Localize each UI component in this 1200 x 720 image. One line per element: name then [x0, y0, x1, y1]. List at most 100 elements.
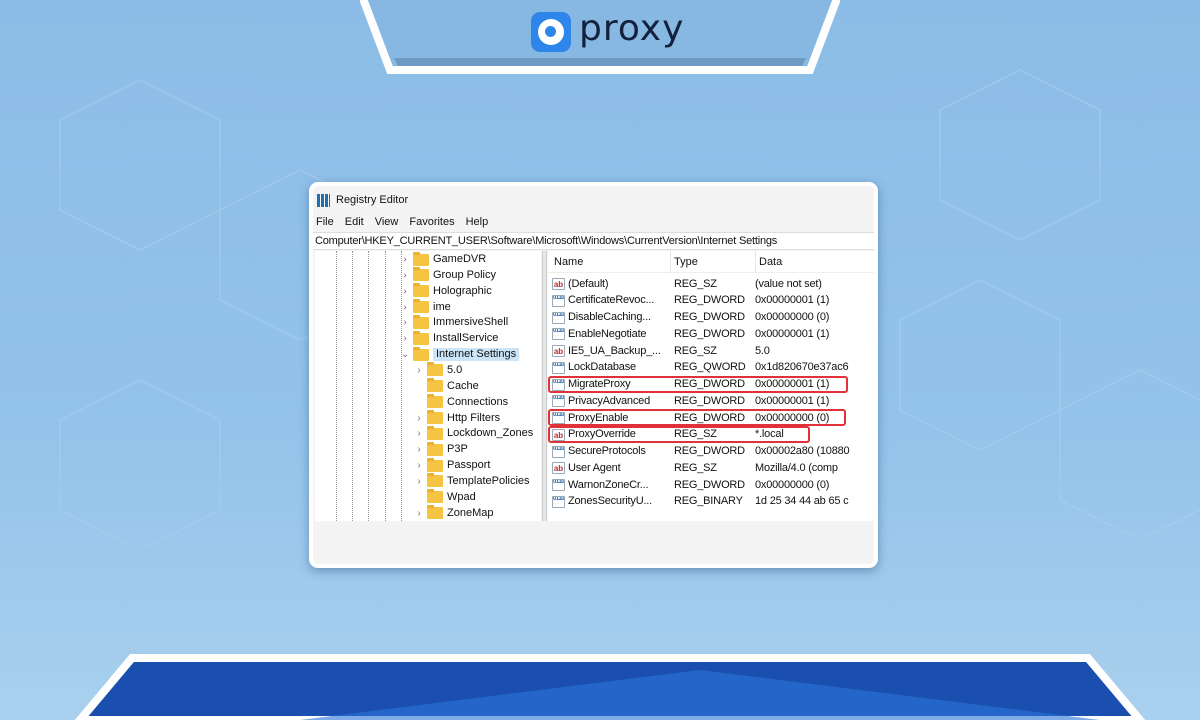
column-header-type[interactable]: Type [674, 256, 698, 268]
value-data: Mozilla/4.0 (comp [755, 461, 838, 474]
value-row[interactable]: 0110 1100MigrateProxy REG_DWORD 0x00000001… [548, 377, 874, 393]
value-name: (Default) [568, 277, 609, 290]
value-row[interactable]: 0110 1100LockDatabase REG_QWORD 0x1d820670… [548, 360, 874, 376]
value-row[interactable]: ab (Default) REG_SZ (value not set) [548, 276, 874, 292]
folder-icon [427, 457, 443, 472]
tree-item[interactable]: › ZoneMap [415, 505, 493, 521]
tree-item-label: Http Filters [447, 411, 501, 424]
tree-item[interactable]: › Group Policy [401, 267, 496, 283]
value-name: CertificateRevoc... [568, 294, 655, 307]
chevron-right-icon[interactable]: › [417, 364, 421, 376]
value-row[interactable]: ab User Agent REG_SZ Mozilla/4.0 (comp [548, 460, 874, 476]
address-bar[interactable]: Computer\HKEY_CURRENT_USER\Software\Micr… [313, 232, 874, 250]
menu-file[interactable]: File [316, 216, 334, 228]
menu-help[interactable]: Help [465, 216, 489, 228]
value-name: PrivacyAdvanced [568, 394, 650, 407]
title-bar: Registry Editor [317, 194, 408, 207]
tree-item[interactable]: ⌄ Internet Settings [401, 346, 520, 362]
binary-icon: 0110 1100 [552, 395, 565, 408]
value-type: REG_DWORD [674, 445, 745, 457]
tree-item[interactable]: Cache [415, 378, 479, 394]
tree-item[interactable]: › InstallService [401, 330, 498, 346]
folder-icon [427, 425, 443, 440]
folder-icon [413, 283, 429, 298]
binary-icon: 0110 1100 [552, 479, 565, 491]
bottom-banner-frame [74, 654, 1146, 720]
tree-item[interactable]: › GameDVR [401, 251, 487, 267]
menu-favorites[interactable]: Favorites [409, 216, 455, 228]
highlight-box [548, 375, 848, 393]
chevron-right-icon[interactable]: › [417, 412, 421, 424]
tree-item[interactable]: › P3P [415, 441, 468, 457]
registry-app-icon [317, 194, 330, 207]
binary-icon: 0110 1100 [552, 328, 565, 341]
value-row[interactable]: 0110 1100CertificateRevoc... REG_DWORD 0x0… [548, 293, 874, 309]
value-row[interactable]: 0110 1100WarnonZoneCr... REG_DWORD 0x00000… [548, 477, 874, 493]
tree-item-label: Holographic [433, 284, 492, 297]
tree-item-label: P3P [447, 443, 468, 456]
chevron-down-icon[interactable]: ⌄ [401, 349, 410, 361]
tree-item[interactable]: › ImmersiveShell [401, 314, 508, 330]
string-icon: ab [552, 278, 565, 290]
brand-name: proxy [579, 8, 685, 49]
tree-item-label: ime [433, 300, 451, 313]
folder-icon [413, 267, 429, 282]
value-row[interactable]: 0110 1100SecureProtocols REG_DWORD 0x00002… [548, 444, 874, 460]
tree-item-label: GameDVR [433, 253, 487, 265]
tree-item[interactable]: › Http Filters [415, 410, 501, 426]
tree-item[interactable]: › TemplatePolicies [415, 473, 530, 489]
chevron-right-icon[interactable]: › [417, 475, 421, 487]
column-header-name[interactable]: Name [554, 256, 584, 268]
value-name: ZonesSecurityU... [568, 495, 653, 508]
value-row[interactable]: ab IE5_UA_Backup_... REG_SZ 5.0 [548, 343, 874, 359]
value-data: 0x00000000 (0) [755, 411, 830, 424]
tree-item[interactable]: › Passport [415, 457, 490, 473]
chevron-right-icon[interactable]: › [417, 507, 421, 519]
chevron-right-icon[interactable]: › [417, 460, 421, 472]
value-type: REG_DWORD [674, 294, 745, 307]
tree-item-label: TemplatePolicies [447, 474, 530, 487]
value-data: 0x1d820670e37ac6 [755, 361, 849, 374]
value-name: ProxyEnable [568, 411, 629, 424]
value-name: DisableCaching... [568, 311, 651, 323]
key-tree-pane[interactable]: › GameDVR › Group Policy › Holographic › ime › Im… [315, 251, 541, 521]
value-row[interactable]: 0110 1100PrivacyAdvanced REG_DWORD 0x00000… [548, 393, 874, 409]
tree-item[interactable]: Wpad [415, 489, 476, 505]
value-type: REG_SZ [674, 277, 717, 290]
folder-icon [413, 251, 429, 266]
value-name: ProxyOverride [568, 428, 636, 441]
tree-item-label: Connections [447, 395, 509, 408]
value-row[interactable]: ab ProxyOverride REG_SZ *.local [548, 427, 874, 443]
value-row[interactable]: 0110 1100ZonesSecurityU... REG_BINARY 1d 2… [548, 494, 874, 510]
chevron-right-icon[interactable]: › [403, 254, 407, 265]
binary-icon: 0110 1100 [552, 294, 565, 307]
folder-icon [413, 330, 429, 345]
chevron-right-icon[interactable]: › [403, 269, 407, 281]
tree-item[interactable]: › ime [401, 299, 451, 315]
value-row[interactable]: 0110 1100EnableNegotiate REG_DWORD 0x00000… [548, 326, 874, 342]
tree-item[interactable]: › Lockdown_Zones [415, 425, 533, 441]
binary-icon: 0110 1100 [552, 445, 565, 458]
chevron-right-icon[interactable]: › [403, 285, 407, 297]
tree-item[interactable]: Connections [415, 394, 509, 410]
tree-item[interactable]: › 5.0 [415, 362, 462, 378]
binary-icon: 0110 1100 [552, 412, 565, 424]
window-title: Registry Editor [336, 194, 409, 206]
value-row[interactable]: 0110 1100DisableCaching... REG_DWORD 0x000… [548, 310, 874, 326]
chevron-right-icon[interactable]: › [403, 301, 407, 313]
tree-item[interactable]: › Holographic [401, 283, 492, 299]
pane-splitter[interactable] [542, 251, 547, 521]
value-data: 0x00000000 (0) [755, 311, 830, 323]
column-header-data[interactable]: Data [759, 256, 783, 268]
chevron-right-icon[interactable]: › [417, 428, 421, 440]
chevron-right-icon[interactable]: › [417, 444, 421, 456]
menu-view[interactable]: View [374, 216, 399, 228]
value-row[interactable]: 0110 1100ProxyEnable REG_DWORD 0x00000000 … [548, 410, 874, 426]
folder-icon [427, 489, 443, 504]
chevron-right-icon[interactable]: › [403, 333, 407, 345]
tree-guide-line [385, 251, 386, 521]
value-data: *.local [755, 428, 784, 441]
value-type: REG_DWORD [674, 327, 745, 340]
menu-edit[interactable]: Edit [344, 216, 364, 228]
chevron-right-icon[interactable]: › [403, 317, 407, 329]
